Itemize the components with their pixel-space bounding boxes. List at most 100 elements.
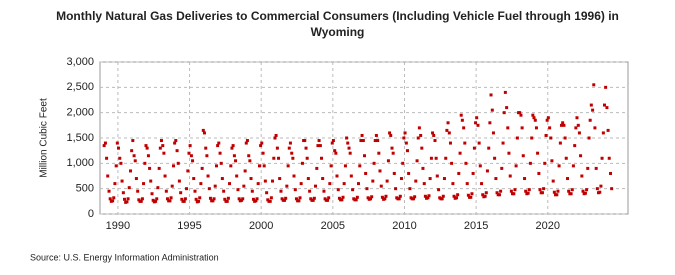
- point: [259, 144, 263, 148]
- point: [543, 161, 547, 165]
- point: [563, 136, 567, 140]
- chart-title: Monthly Natural Gas Deliveries to Commer…: [56, 9, 619, 39]
- point: [389, 133, 393, 137]
- point: [466, 193, 470, 197]
- point: [193, 189, 197, 193]
- point: [334, 151, 338, 155]
- point: [140, 197, 144, 201]
- point: [256, 182, 260, 186]
- x-tick-label: 2015: [464, 220, 488, 232]
- point: [459, 113, 463, 117]
- point: [483, 194, 487, 198]
- point: [530, 136, 534, 140]
- point: [524, 189, 528, 193]
- point: [370, 195, 374, 199]
- point: [241, 197, 245, 201]
- point: [330, 141, 334, 145]
- point: [545, 118, 549, 122]
- point: [326, 198, 330, 202]
- point: [111, 199, 115, 203]
- point: [488, 121, 492, 125]
- point: [562, 123, 566, 127]
- point: [451, 182, 455, 186]
- point: [144, 144, 148, 148]
- point: [484, 191, 488, 195]
- point: [320, 156, 324, 160]
- point: [401, 161, 405, 165]
- point: [129, 169, 133, 173]
- point: [304, 146, 308, 150]
- point: [269, 196, 273, 200]
- point: [560, 123, 564, 127]
- point: [405, 149, 409, 153]
- point: [130, 149, 134, 153]
- point: [427, 194, 431, 198]
- point: [392, 171, 396, 175]
- point: [103, 141, 107, 145]
- point: [115, 141, 119, 145]
- point: [229, 164, 233, 168]
- point: [593, 126, 597, 130]
- point: [156, 186, 160, 190]
- point: [231, 144, 235, 148]
- point: [431, 131, 435, 135]
- point: [142, 182, 146, 186]
- point: [489, 93, 493, 97]
- point: [214, 164, 218, 168]
- point: [243, 169, 247, 173]
- point: [303, 139, 307, 143]
- point: [197, 199, 201, 203]
- point: [318, 144, 322, 148]
- point: [322, 189, 326, 193]
- point: [579, 154, 583, 158]
- point: [544, 133, 548, 137]
- point: [457, 171, 461, 175]
- point: [417, 126, 421, 130]
- point: [212, 197, 216, 201]
- point: [316, 144, 320, 148]
- point: [606, 128, 610, 132]
- point: [512, 192, 516, 196]
- point: [191, 159, 195, 163]
- point: [495, 191, 499, 195]
- point: [534, 126, 538, 130]
- point: [235, 174, 239, 178]
- point: [538, 188, 542, 192]
- point: [569, 192, 573, 196]
- point: [194, 197, 198, 201]
- point: [105, 156, 109, 160]
- point: [346, 141, 350, 145]
- point: [174, 139, 178, 143]
- point: [575, 116, 579, 120]
- point: [165, 197, 169, 201]
- point: [577, 131, 581, 135]
- point: [107, 189, 111, 193]
- point: [271, 179, 275, 183]
- point: [356, 182, 360, 186]
- point: [257, 164, 261, 168]
- point: [199, 182, 203, 186]
- point: [477, 141, 481, 145]
- point: [176, 161, 180, 165]
- point: [386, 159, 390, 163]
- point: [476, 123, 480, 127]
- point: [428, 177, 432, 181]
- point: [463, 141, 467, 145]
- point: [422, 182, 426, 186]
- point: [599, 184, 603, 188]
- point: [472, 146, 476, 150]
- point: [305, 156, 309, 160]
- point: [201, 128, 205, 132]
- point: [345, 136, 349, 140]
- point: [251, 197, 255, 201]
- point: [331, 139, 335, 143]
- point: [106, 174, 110, 178]
- point: [546, 116, 550, 120]
- point: [284, 196, 288, 200]
- point: [351, 188, 355, 192]
- point: [505, 106, 509, 110]
- point: [537, 171, 541, 175]
- point: [445, 128, 449, 132]
- point: [464, 161, 468, 165]
